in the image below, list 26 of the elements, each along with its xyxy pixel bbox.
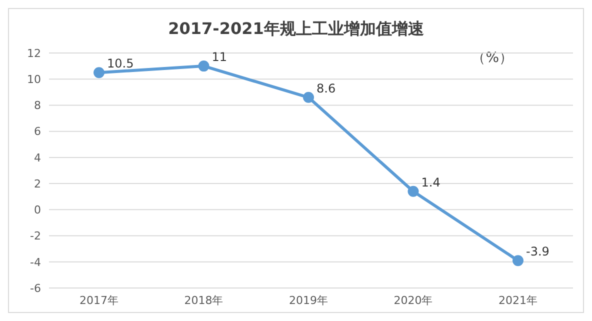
point [94,67,104,78]
x-tick-label: 2019年 [289,294,328,307]
x-tick-label: 2021年 [498,294,538,307]
x-tick-label: 2018年 [184,294,224,307]
y-tick-label: -6 [30,282,41,295]
y-tick-label: 10 [27,73,41,86]
y-tick-label: 0 [34,204,41,217]
data-label: 8.6 [316,81,336,96]
x-tick-label: 2020年 [394,294,433,307]
point [303,92,314,103]
y-tick-label: 6 [34,125,41,138]
data-label: 11 [212,50,228,64]
y-tick-label: -2 [30,230,41,243]
chart-title: 2017-2021年规上工业增加值增速 [167,19,425,40]
data-label: -3.9 [526,244,550,259]
point [198,60,210,72]
data-label: 1.4 [421,175,440,190]
x-tick-label: 2017年 [80,294,118,307]
y-tick-label: 2 [34,177,41,190]
y-tick-label: 12 [27,46,41,60]
y-tick-label: -4 [30,256,41,269]
point [408,186,419,197]
point [512,255,524,266]
data-label: 10.5 [107,56,134,71]
y-tick-label: 8 [34,99,41,112]
y-tick-label: 4 [34,151,41,164]
